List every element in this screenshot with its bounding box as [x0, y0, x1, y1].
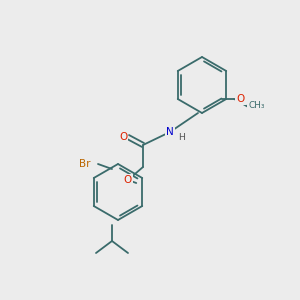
Text: O: O [236, 94, 244, 104]
Text: O: O [124, 175, 132, 185]
Text: CH₃: CH₃ [248, 100, 265, 109]
Text: H: H [178, 133, 185, 142]
Text: N: N [166, 127, 174, 137]
Text: Br: Br [79, 159, 90, 169]
Text: O: O [119, 132, 127, 142]
